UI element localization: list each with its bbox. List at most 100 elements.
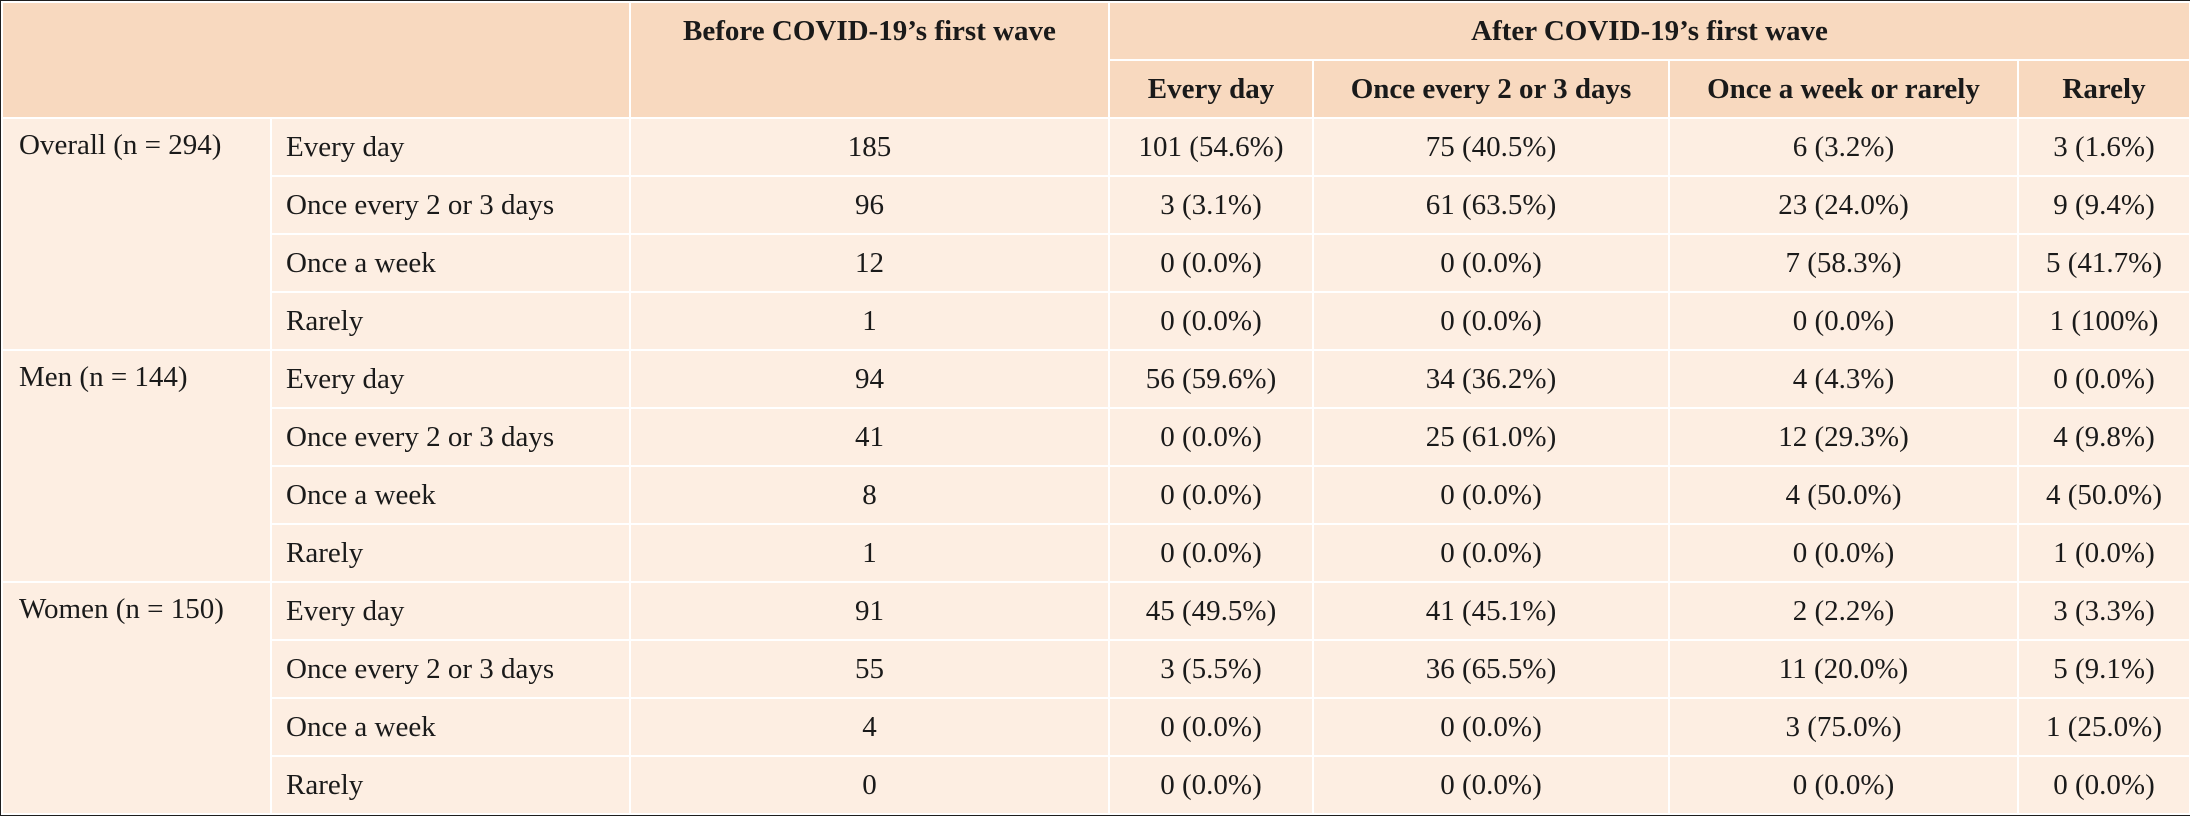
before-value: 55 bbox=[629, 639, 1110, 699]
frequency-label: Rarely bbox=[270, 523, 631, 583]
after-once-week-or-rarely-value: 11 (20.0%) bbox=[1668, 639, 2019, 699]
header-after: After COVID-19’s first wave bbox=[1107, 1, 2190, 61]
before-value: 96 bbox=[629, 175, 1110, 235]
before-value: 4 bbox=[629, 697, 1110, 757]
after-every-day-value: 45 (49.5%) bbox=[1108, 581, 1314, 641]
header-blank-cell bbox=[1, 1, 631, 119]
after-once-week-or-rarely-value: 3 (75.0%) bbox=[1668, 697, 2019, 757]
frequency-label: Once a week bbox=[270, 697, 631, 757]
header-before: Before COVID-19’s first wave bbox=[629, 1, 1110, 119]
frequency-label: Rarely bbox=[270, 291, 631, 351]
after-every-day-value: 0 (0.0%) bbox=[1108, 407, 1314, 467]
frequency-label: Once a week bbox=[270, 465, 631, 525]
table-row: Rarely 0 0 (0.0%) 0 (0.0%) 0 (0.0%) 0 (0.0%) bbox=[2, 755, 2190, 815]
after-every-day-value: 0 (0.0%) bbox=[1108, 233, 1314, 293]
table-row: Rarely 1 0 (0.0%) 0 (0.0%) 0 (0.0%) 1 (100%) bbox=[2, 291, 2190, 351]
header-row-top: Before COVID-19’s first wave After COVID… bbox=[1, 1, 2190, 119]
frequency-label: Once a week bbox=[270, 233, 631, 293]
after-every-day-value: 3 (5.5%) bbox=[1108, 639, 1314, 699]
before-value: 91 bbox=[629, 581, 1110, 641]
frequency-label: Once every 2 or 3 days bbox=[270, 639, 631, 699]
after-every-day-value: 101 (54.6%) bbox=[1108, 117, 1314, 177]
before-value: 1 bbox=[629, 523, 1110, 583]
after-rarely-value: 0 (0.0%) bbox=[2016, 349, 2190, 409]
group-label: Overall (n = 294) bbox=[1, 117, 272, 351]
before-value: 1 bbox=[629, 291, 1110, 351]
after-once-week-or-rarely-value: 6 (3.2%) bbox=[1668, 117, 2019, 177]
after-every-2-3-days-value: 0 (0.0%) bbox=[1312, 755, 1670, 815]
table-row: Women (n = 150) Every day 91 45 (49.5%) 41 (… bbox=[1, 581, 2190, 815]
after-rarely-value: 3 (1.6%) bbox=[2016, 117, 2190, 177]
table-header: Before COVID-19’s first wave After COVID… bbox=[1, 1, 2190, 119]
after-once-week-or-rarely-value: 2 (2.2%) bbox=[1668, 581, 2019, 641]
table-row: Once every 2 or 3 days 55 3 (5.5%) 36 (65.5… bbox=[2, 639, 2190, 699]
after-every-day-value: 56 (59.6%) bbox=[1108, 349, 1314, 409]
after-rarely-value: 9 (9.4%) bbox=[2016, 175, 2190, 235]
after-every-2-3-days-value: 0 (0.0%) bbox=[1312, 291, 1670, 351]
frequency-label: Every day bbox=[270, 581, 631, 641]
frequency-label: Once every 2 or 3 days bbox=[270, 175, 631, 235]
after-once-week-or-rarely-value: 0 (0.0%) bbox=[1668, 755, 2019, 815]
after-every-2-3-days-value: 0 (0.0%) bbox=[1312, 697, 1670, 757]
before-value: 41 bbox=[629, 407, 1110, 467]
after-every-day-value: 0 (0.0%) bbox=[1108, 697, 1314, 757]
after-every-day-value: 0 (0.0%) bbox=[1108, 755, 1314, 815]
table-row: Once every 2 or 3 days 41 0 (0.0%) 25 (61.0… bbox=[2, 407, 2190, 467]
frequency-label: Once every 2 or 3 days bbox=[270, 407, 631, 467]
after-every-2-3-days-value: 34 (36.2%) bbox=[1312, 349, 1670, 409]
after-every-2-3-days-value: 61 (63.5%) bbox=[1312, 175, 1670, 235]
after-every-2-3-days-value: 25 (61.0%) bbox=[1312, 407, 1670, 467]
after-once-week-or-rarely-value: 23 (24.0%) bbox=[1668, 175, 2019, 235]
after-rarely-value: 5 (41.7%) bbox=[2016, 233, 2190, 293]
before-value: 8 bbox=[629, 465, 1110, 525]
table-row: Once a week 12 0 (0.0%) 0 (0.0%) 7 (58.3%) 5 … bbox=[2, 233, 2190, 293]
after-rarely-value: 1 (0.0%) bbox=[2016, 523, 2190, 583]
frequency-label: Rarely bbox=[270, 755, 631, 815]
group-label: Women (n = 150) bbox=[1, 581, 272, 815]
group-label: Men (n = 144) bbox=[1, 349, 272, 583]
table-body: Overall (n = 294) Every day 185 101 (54.6%)… bbox=[1, 117, 2190, 815]
after-every-day-value: 0 (0.0%) bbox=[1108, 291, 1314, 351]
after-rarely-value: 3 (3.3%) bbox=[2016, 581, 2190, 641]
after-every-day-value: 0 (0.0%) bbox=[1108, 465, 1314, 525]
table-row: Once a week 8 0 (0.0%) 0 (0.0%) 4 (50.0%) 4 (… bbox=[2, 465, 2190, 525]
after-every-day-value: 3 (3.1%) bbox=[1108, 175, 1314, 235]
table-row: Rarely 1 0 (0.0%) 0 (0.0%) 0 (0.0%) 1 (0.0%) bbox=[2, 523, 2190, 583]
before-value: 0 bbox=[629, 755, 1110, 815]
before-value: 12 bbox=[629, 233, 1110, 293]
table-row: Once a week 4 0 (0.0%) 0 (0.0%) 3 (75.0%) 1 (… bbox=[2, 697, 2190, 757]
before-value: 185 bbox=[629, 117, 1110, 177]
after-once-week-or-rarely-value: 4 (4.3%) bbox=[1668, 349, 2019, 409]
after-every-2-3-days-value: 41 (45.1%) bbox=[1312, 581, 1670, 641]
after-rarely-value: 1 (25.0%) bbox=[2016, 697, 2190, 757]
after-rarely-value: 1 (100%) bbox=[2016, 291, 2190, 351]
header-after-col: Every day bbox=[1108, 59, 1314, 119]
table-row: Once every 2 or 3 days 96 3 (3.1%) 61 (63.5… bbox=[2, 175, 2190, 235]
header-after-col: Once every 2 or 3 days bbox=[1312, 59, 1670, 119]
after-every-2-3-days-value: 0 (0.0%) bbox=[1312, 523, 1670, 583]
after-every-2-3-days-value: 0 (0.0%) bbox=[1312, 465, 1670, 525]
after-rarely-value: 4 (50.0%) bbox=[2016, 465, 2190, 525]
after-once-week-or-rarely-value: 0 (0.0%) bbox=[1668, 523, 2019, 583]
after-every-2-3-days-value: 0 (0.0%) bbox=[1312, 233, 1670, 293]
after-every-2-3-days-value: 75 (40.5%) bbox=[1312, 117, 1670, 177]
header-row-sub: Every day Once every 2 or 3 days Once a … bbox=[2, 59, 2190, 119]
after-rarely-value: 5 (9.1%) bbox=[2016, 639, 2190, 699]
frequency-label: Every day bbox=[270, 349, 631, 409]
after-once-week-or-rarely-value: 7 (58.3%) bbox=[1668, 233, 2019, 293]
table-row: Men (n = 144) Every day 94 56 (59.6%) 34 (36… bbox=[1, 349, 2190, 583]
after-rarely-value: 0 (0.0%) bbox=[2016, 755, 2190, 815]
after-every-2-3-days-value: 36 (65.5%) bbox=[1312, 639, 1670, 699]
after-once-week-or-rarely-value: 0 (0.0%) bbox=[1668, 291, 2019, 351]
before-value: 94 bbox=[629, 349, 1110, 409]
header-after-col: Once a week or rarely bbox=[1668, 59, 2019, 119]
after-once-week-or-rarely-value: 4 (50.0%) bbox=[1668, 465, 2019, 525]
frequency-label: Every day bbox=[270, 117, 631, 177]
table-row: Overall (n = 294) Every day 185 101 (54.6%)… bbox=[1, 117, 2190, 351]
after-every-day-value: 0 (0.0%) bbox=[1108, 523, 1314, 583]
after-once-week-or-rarely-value: 12 (29.3%) bbox=[1668, 407, 2019, 467]
after-rarely-value: 4 (9.8%) bbox=[2016, 407, 2190, 467]
header-after-col: Rarely bbox=[2016, 59, 2190, 119]
